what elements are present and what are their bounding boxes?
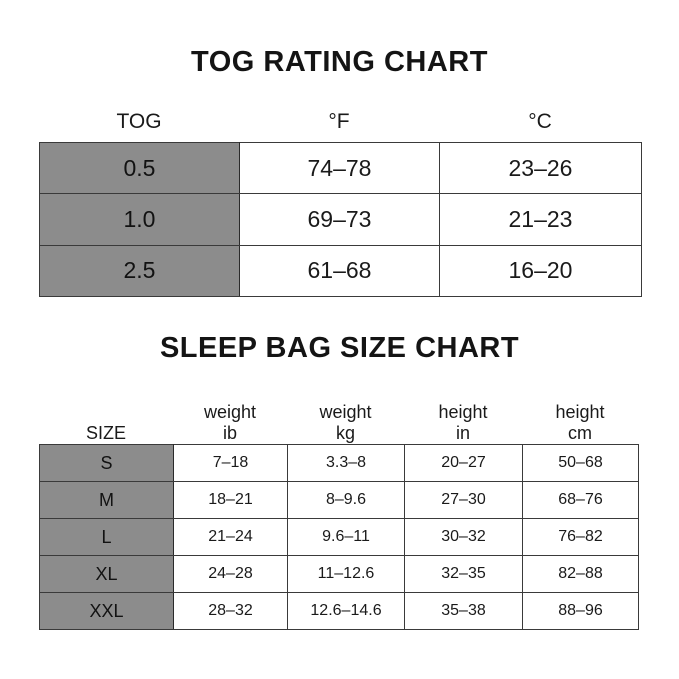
size-cell-height-cm: 76–82 (522, 518, 639, 556)
tog-cell-fahrenheit: 61–68 (239, 244, 440, 298)
size-cell-height-cm: 50–68 (522, 444, 639, 482)
table-row: XXL 28–32 12.6–14.6 35–38 88–96 (39, 592, 639, 630)
size-cell-weight-kg: 8–9.6 (287, 481, 405, 519)
size-header-weight-kg: weight kg (319, 402, 372, 443)
tog-grid: 0.5 74–78 23–26 1.0 69–73 21–23 2.5 61–6… (39, 141, 642, 298)
tog-cell-celsius: 16–20 (439, 244, 642, 298)
tog-cell-rating: 0.5 (39, 141, 240, 195)
size-cell-weight-ib: 21–24 (173, 518, 288, 556)
table-row: 2.5 61–68 16–20 (39, 244, 642, 298)
tog-header-row: TOG °F °C (39, 102, 641, 142)
table-row: M 18–21 8–9.6 27–30 68–76 (39, 481, 639, 519)
size-cell-weight-ib: 24–28 (173, 555, 288, 593)
tog-cell-fahrenheit: 69–73 (239, 193, 440, 246)
size-header-row: SIZE weight ib weight kg height in heigh… (39, 386, 638, 444)
size-cell-height-cm: 88–96 (522, 592, 639, 630)
table-row: S 7–18 3.3–8 20–27 50–68 (39, 444, 639, 482)
size-cell-weight-ib: 7–18 (173, 444, 288, 482)
size-cell-weight-ib: 28–32 (173, 592, 288, 630)
size-cell-weight-kg: 11–12.6 (287, 555, 405, 593)
size-cell-weight-kg: 12.6–14.6 (287, 592, 405, 630)
table-row: 1.0 69–73 21–23 (39, 193, 642, 246)
tog-cell-rating: 1.0 (39, 193, 240, 246)
size-header-size: SIZE (85, 423, 126, 443)
size-header-height-in: height in (438, 402, 488, 443)
table-row: 0.5 74–78 23–26 (39, 141, 642, 195)
tog-cell-celsius: 21–23 (439, 193, 642, 246)
size-cell-size: L (39, 518, 174, 556)
size-header-weight-ib: weight ib (203, 402, 257, 443)
size-cell-size: XXL (39, 592, 174, 630)
tog-rating-table: TOG °F °C 0.5 74–78 23–26 1.0 69–73 21–2… (39, 102, 642, 298)
size-cell-height-in: 30–32 (404, 518, 523, 556)
table-row: L 21–24 9.6–11 30–32 76–82 (39, 518, 639, 556)
size-cell-weight-ib: 18–21 (173, 481, 288, 519)
size-cell-height-in: 20–27 (404, 444, 523, 482)
size-cell-height-in: 27–30 (404, 481, 523, 519)
tog-cell-celsius: 23–26 (439, 141, 642, 195)
table-row: XL 24–28 11–12.6 32–35 82–88 (39, 555, 639, 593)
size-cell-weight-kg: 3.3–8 (287, 444, 405, 482)
size-cell-size: M (39, 481, 174, 519)
tog-header-tog: TOG (116, 110, 162, 133)
tog-chart-title: TOG RATING CHART (191, 46, 488, 78)
size-header-height-cm: height cm (555, 402, 605, 443)
size-chart-title: SLEEP BAG SIZE CHART (159, 332, 520, 364)
size-cell-weight-kg: 9.6–11 (287, 518, 405, 556)
sleep-bag-size-table: SIZE weight ib weight kg height in heigh… (39, 386, 639, 630)
size-cell-height-cm: 82–88 (522, 555, 639, 593)
size-cell-height-in: 32–35 (404, 555, 523, 593)
tog-header-fahrenheit: °F (328, 110, 350, 133)
size-cell-height-cm: 68–76 (522, 481, 639, 519)
size-cell-size: XL (39, 555, 174, 593)
size-grid: S 7–18 3.3–8 20–27 50–68 M 18–21 8–9.6 2… (39, 444, 639, 630)
size-cell-height-in: 35–38 (404, 592, 523, 630)
tog-cell-fahrenheit: 74–78 (239, 141, 440, 195)
tog-header-celsius: °C (528, 110, 552, 133)
tog-cell-rating: 2.5 (39, 244, 240, 298)
size-cell-size: S (39, 444, 174, 482)
